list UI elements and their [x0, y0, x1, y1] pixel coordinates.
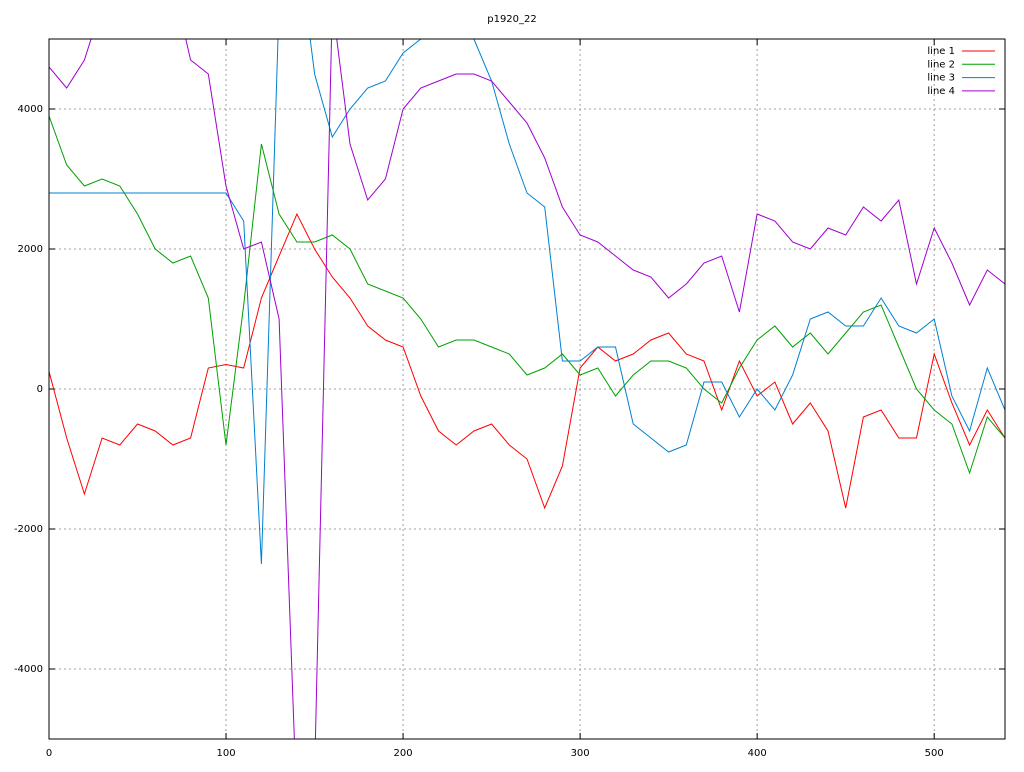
- legend-label: line 4: [927, 86, 955, 97]
- y-tick-label: -4000: [14, 664, 43, 675]
- y-tick-label: 4000: [18, 104, 43, 115]
- series-line: [49, 115, 1005, 475]
- legend-label: line 1: [927, 46, 955, 57]
- series-line: [49, 212, 1005, 510]
- y-tick-label: -2000: [14, 524, 43, 535]
- x-tick-label: 100: [216, 748, 235, 759]
- series-line: [49, 39, 1005, 739]
- legend-label: line 2: [927, 59, 955, 70]
- chart-title: p1920_22: [487, 14, 537, 25]
- x-tick-label: 0: [46, 748, 52, 759]
- y-tick-label: 0: [37, 384, 43, 395]
- plot-area: [49, 39, 1005, 739]
- legend-label: line 3: [927, 73, 955, 84]
- y-tick-label: 2000: [18, 244, 43, 255]
- x-tick-label: 500: [925, 748, 944, 759]
- x-tick-label: 300: [571, 748, 590, 759]
- x-tick-label: 400: [748, 748, 767, 759]
- series-line: [49, 39, 1005, 565]
- plot-border: [48, 38, 1006, 740]
- x-tick-label: 200: [394, 748, 413, 759]
